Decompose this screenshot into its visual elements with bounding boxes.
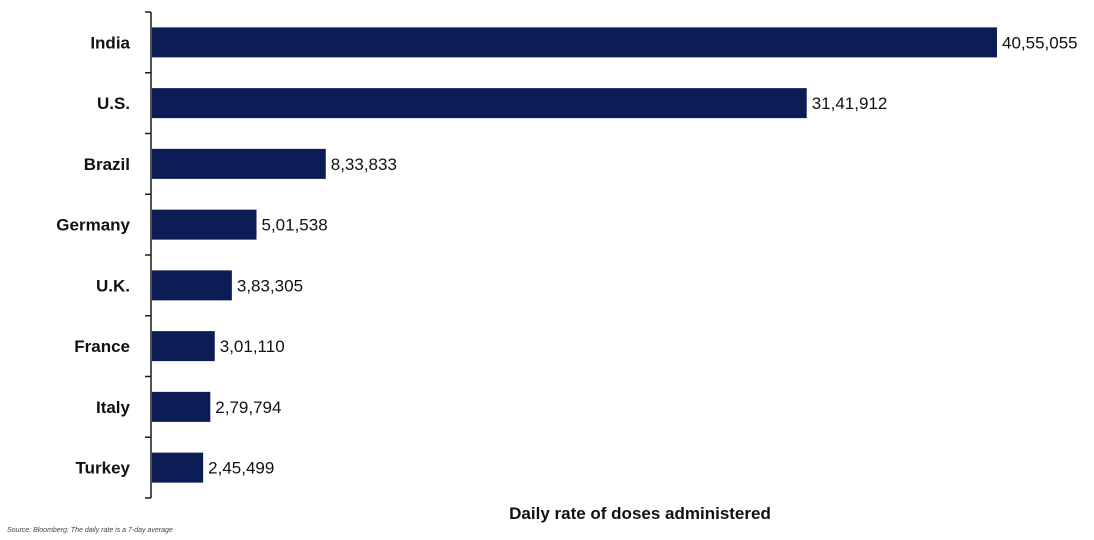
- source-footnote: Source: Bloomberg; The daily rate is a 7…: [7, 527, 173, 534]
- value-label: 5,01,538: [262, 216, 328, 235]
- category-label: Brazil: [84, 155, 130, 174]
- value-label: 8,33,833: [331, 155, 397, 174]
- bar-india: [152, 27, 997, 58]
- value-label: 31,41,912: [812, 94, 888, 113]
- category-label: France: [74, 337, 130, 356]
- category-label: Germany: [56, 216, 130, 235]
- x-axis-title: Daily rate of doses administered: [509, 504, 771, 523]
- category-label: Turkey: [76, 459, 131, 478]
- bar-brazil: [152, 148, 326, 179]
- bar-uk: [152, 270, 232, 301]
- bar-germany: [152, 209, 257, 240]
- value-label: 2,79,794: [215, 398, 281, 417]
- bar-turkey: [152, 452, 204, 483]
- bar-france: [152, 331, 215, 362]
- value-label: 40,55,055: [1002, 33, 1078, 52]
- category-label: U.K.: [96, 276, 130, 295]
- category-label: Italy: [96, 398, 131, 417]
- category-label: U.S.: [97, 94, 130, 113]
- value-label: 2,45,499: [208, 459, 274, 478]
- labels-layer: India 40,55,055 U.S. 31,41,912 Brazil 8,33,83…: [56, 33, 1077, 477]
- value-label: 3,83,305: [237, 276, 303, 295]
- bars-layer: [152, 27, 997, 483]
- bar-us: [152, 88, 807, 119]
- category-label: India: [90, 33, 130, 52]
- value-label: 3,01,110: [220, 337, 285, 356]
- axis-layer: [145, 11, 152, 499]
- bar-italy: [152, 391, 211, 422]
